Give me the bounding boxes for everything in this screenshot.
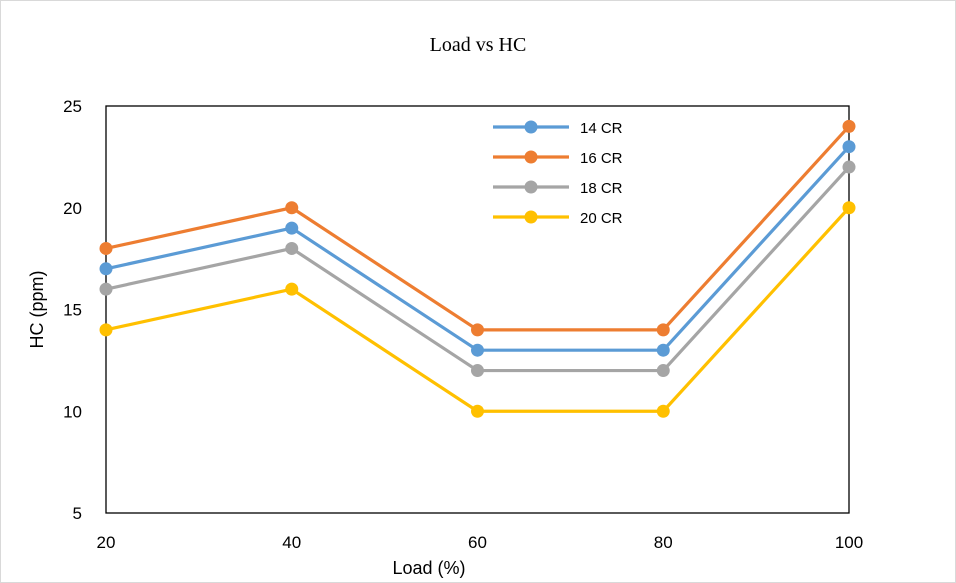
data-point	[842, 119, 856, 133]
legend: 14 CR 16 CR 18 CR 20 CR	[493, 120, 623, 227]
data-point	[99, 241, 113, 255]
data-point	[842, 160, 856, 174]
legend-marker	[524, 120, 538, 134]
y-tick-label: 15	[63, 301, 82, 320]
data-point	[842, 201, 856, 215]
y-axis-ticks: 5 10 15 20 25	[63, 97, 82, 523]
data-point	[285, 221, 299, 235]
x-axis-ticks: 20 40 60 80 100	[97, 533, 864, 552]
data-point	[656, 323, 670, 337]
data-point	[285, 241, 299, 255]
data-point	[471, 364, 484, 378]
data-point	[842, 140, 856, 154]
x-tick-label: 80	[654, 533, 673, 552]
x-tick-label: 100	[835, 533, 863, 552]
data-point	[99, 282, 113, 296]
x-tick-label: 20	[97, 533, 116, 552]
series-line	[105, 206, 851, 413]
legend-marker	[524, 180, 538, 194]
plot-area	[105, 105, 850, 514]
data-point	[99, 323, 113, 337]
legend-marker	[524, 210, 538, 224]
chart-title: Load vs HC	[429, 34, 527, 56]
x-tick-label: 40	[282, 533, 301, 552]
data-point	[656, 364, 670, 378]
series-line	[105, 125, 851, 332]
x-axis-label: Load (%)	[392, 558, 465, 578]
legend-label: 18 CR	[580, 180, 623, 197]
y-tick-label: 20	[63, 199, 82, 218]
data-point	[285, 201, 299, 215]
data-point	[285, 282, 299, 296]
y-tick-label: 5	[73, 504, 82, 523]
data-point	[471, 404, 484, 418]
legend-label: 20 CR	[580, 210, 623, 227]
x-tick-label: 60	[468, 533, 487, 552]
data-point	[99, 262, 113, 276]
data-point	[471, 343, 484, 357]
data-point	[471, 323, 484, 337]
legend-label: 16 CR	[580, 150, 623, 167]
series-points	[99, 119, 856, 418]
legend-marker	[524, 150, 538, 164]
data-point	[656, 343, 670, 357]
legend-label: 14 CR	[580, 120, 623, 137]
y-tick-label: 25	[63, 97, 82, 116]
y-tick-label: 10	[63, 402, 82, 421]
y-axis-label: HC (ppm)	[27, 270, 47, 348]
data-point	[656, 404, 670, 418]
